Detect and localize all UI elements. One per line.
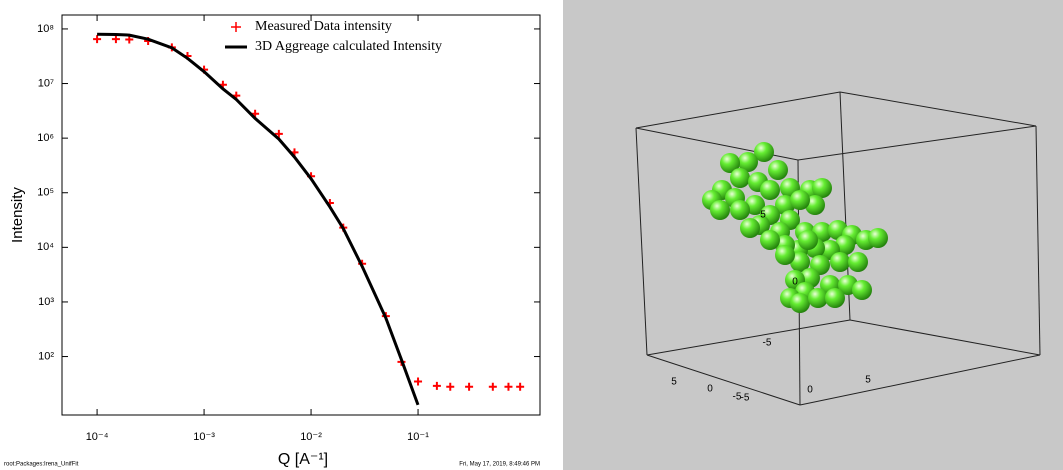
y-tick-label: 10⁴ <box>37 241 54 253</box>
box-edge <box>635 127 648 356</box>
data-point <box>432 381 441 390</box>
y-tick-label: 10⁵ <box>37 187 54 199</box>
x-tick-label: 10⁻⁴ <box>86 431 109 443</box>
sphere <box>768 160 788 180</box>
data-point <box>274 129 283 138</box>
sphere <box>740 218 760 238</box>
scene-tick-label: -5 <box>733 392 742 403</box>
sphere <box>775 245 795 265</box>
sphere <box>812 178 832 198</box>
box-edge <box>635 91 841 129</box>
sphere <box>790 293 810 313</box>
scene-tick-label: 0 <box>792 277 798 288</box>
sphere <box>754 142 774 162</box>
scene-tick-label: -5 <box>763 338 772 349</box>
box-edge <box>646 354 801 406</box>
plot: 10⁻⁴ 10⁻³ 10⁻² 10⁻¹ 10² 10³ 10⁴ 10⁵ 10⁶ 10⁷ 10⁸ Mea… <box>37 15 540 443</box>
x-axis-label: Q [A⁻¹] <box>278 451 328 468</box>
legend-swatch <box>231 22 241 32</box>
y-tick-label: 10³ <box>38 296 54 308</box>
box-edge <box>797 125 1037 161</box>
x-tick-label: 10⁻² <box>300 431 322 443</box>
sphere <box>720 153 740 173</box>
sphere <box>798 230 818 250</box>
sphere <box>760 230 780 250</box>
scene-tick-label: 5 <box>671 377 677 388</box>
plot-frame <box>61 14 541 416</box>
scene-tick-label: 0 <box>807 385 813 396</box>
sphere <box>868 228 888 248</box>
box-edge <box>849 319 1041 356</box>
sphere <box>738 152 758 172</box>
x-tick-label: 10⁻¹ <box>407 431 429 443</box>
scene-tick-label: 5 <box>865 375 871 386</box>
sphere <box>790 190 810 210</box>
sphere <box>830 252 850 272</box>
y-tick-label: 10⁷ <box>38 77 54 89</box>
sphere <box>848 252 868 272</box>
scene-tick-label: 0 <box>707 384 713 395</box>
data-point <box>446 382 455 391</box>
legend-label: 3D Aggreage calculated Intensity <box>255 39 442 54</box>
data-point <box>125 35 134 44</box>
sphere <box>825 288 845 308</box>
sphere <box>808 288 828 308</box>
data-point <box>111 35 120 44</box>
box-edge <box>1035 125 1041 356</box>
data-point <box>504 382 513 391</box>
y-axis-label: Intensity <box>9 187 26 243</box>
data-point <box>465 382 474 391</box>
footnote: root:Packages:Irena_UnifFit <box>4 462 79 468</box>
y-tick-label: 10⁶ <box>37 132 54 144</box>
plot-panel <box>0 0 545 470</box>
x-tick-label: 10⁻³ <box>193 431 215 443</box>
sphere <box>730 200 750 220</box>
sphere <box>790 252 810 272</box>
box-edge <box>799 354 1041 406</box>
data-point <box>516 382 525 391</box>
data-point <box>414 377 423 386</box>
box-edge <box>646 319 851 356</box>
aggregate <box>702 142 888 313</box>
data-point <box>93 35 102 44</box>
legend-label: Measured Data intensity <box>255 19 392 34</box>
scene-tick-label: -5 <box>741 393 750 404</box>
sphere <box>730 168 750 188</box>
y-tick-label: 10⁸ <box>37 23 54 35</box>
y-tick-label: 10² <box>38 350 54 362</box>
sphere <box>852 280 872 300</box>
box-edge <box>839 91 1037 127</box>
sphere <box>760 180 780 200</box>
data-line <box>97 32 420 406</box>
sphere <box>710 200 730 220</box>
footnote: Fri, May 17, 2019, 8:49:46 PM <box>459 462 540 468</box>
data-point <box>488 382 497 391</box>
scene-tick-label: 5 <box>760 210 766 221</box>
